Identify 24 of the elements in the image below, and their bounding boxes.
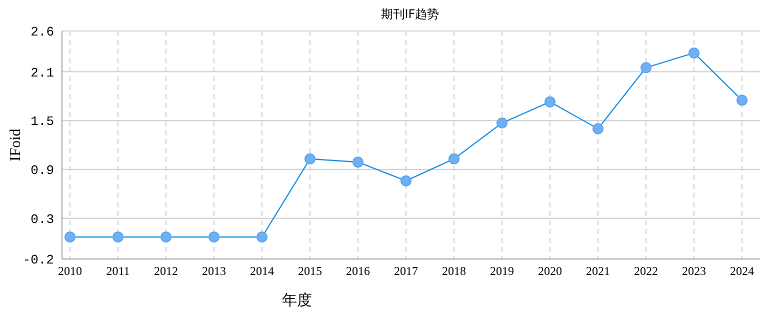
- y-tick-label: 0.9: [30, 162, 54, 178]
- x-tick-label: 2010: [58, 264, 82, 278]
- x-tick-label: 2017: [394, 264, 418, 278]
- x-tick-label: 2020: [538, 264, 562, 278]
- y-tick-label: 1.5: [30, 114, 54, 130]
- x-tick-label: 2012: [154, 264, 178, 278]
- chart-title: 期刊IF趋势: [380, 7, 440, 21]
- x-tick-label: 2022: [634, 264, 658, 278]
- y-axis-title: IFoid: [8, 128, 24, 162]
- x-tick-label: 2024: [730, 264, 754, 278]
- x-tick-label: 2015: [298, 264, 322, 278]
- x-tick-label: 2014: [250, 264, 274, 278]
- x-tick-label: 2018: [442, 264, 466, 278]
- x-tick-label: 2023: [682, 264, 706, 278]
- y-tick-label: 2.1: [30, 65, 54, 80]
- x-tick-label: 2016: [346, 264, 370, 278]
- y-tick-label: 0.3: [30, 212, 54, 227]
- y-tick-label: 2.6: [30, 24, 54, 40]
- x-tick-label: 2011: [106, 264, 130, 278]
- y-tick-label: -0.2: [22, 252, 54, 268]
- x-tick-label: 2021: [586, 264, 610, 278]
- x-axis-title: 年度: [282, 291, 312, 309]
- x-tick-label: 2019: [490, 264, 514, 278]
- x-tick-label: 2013: [202, 264, 226, 278]
